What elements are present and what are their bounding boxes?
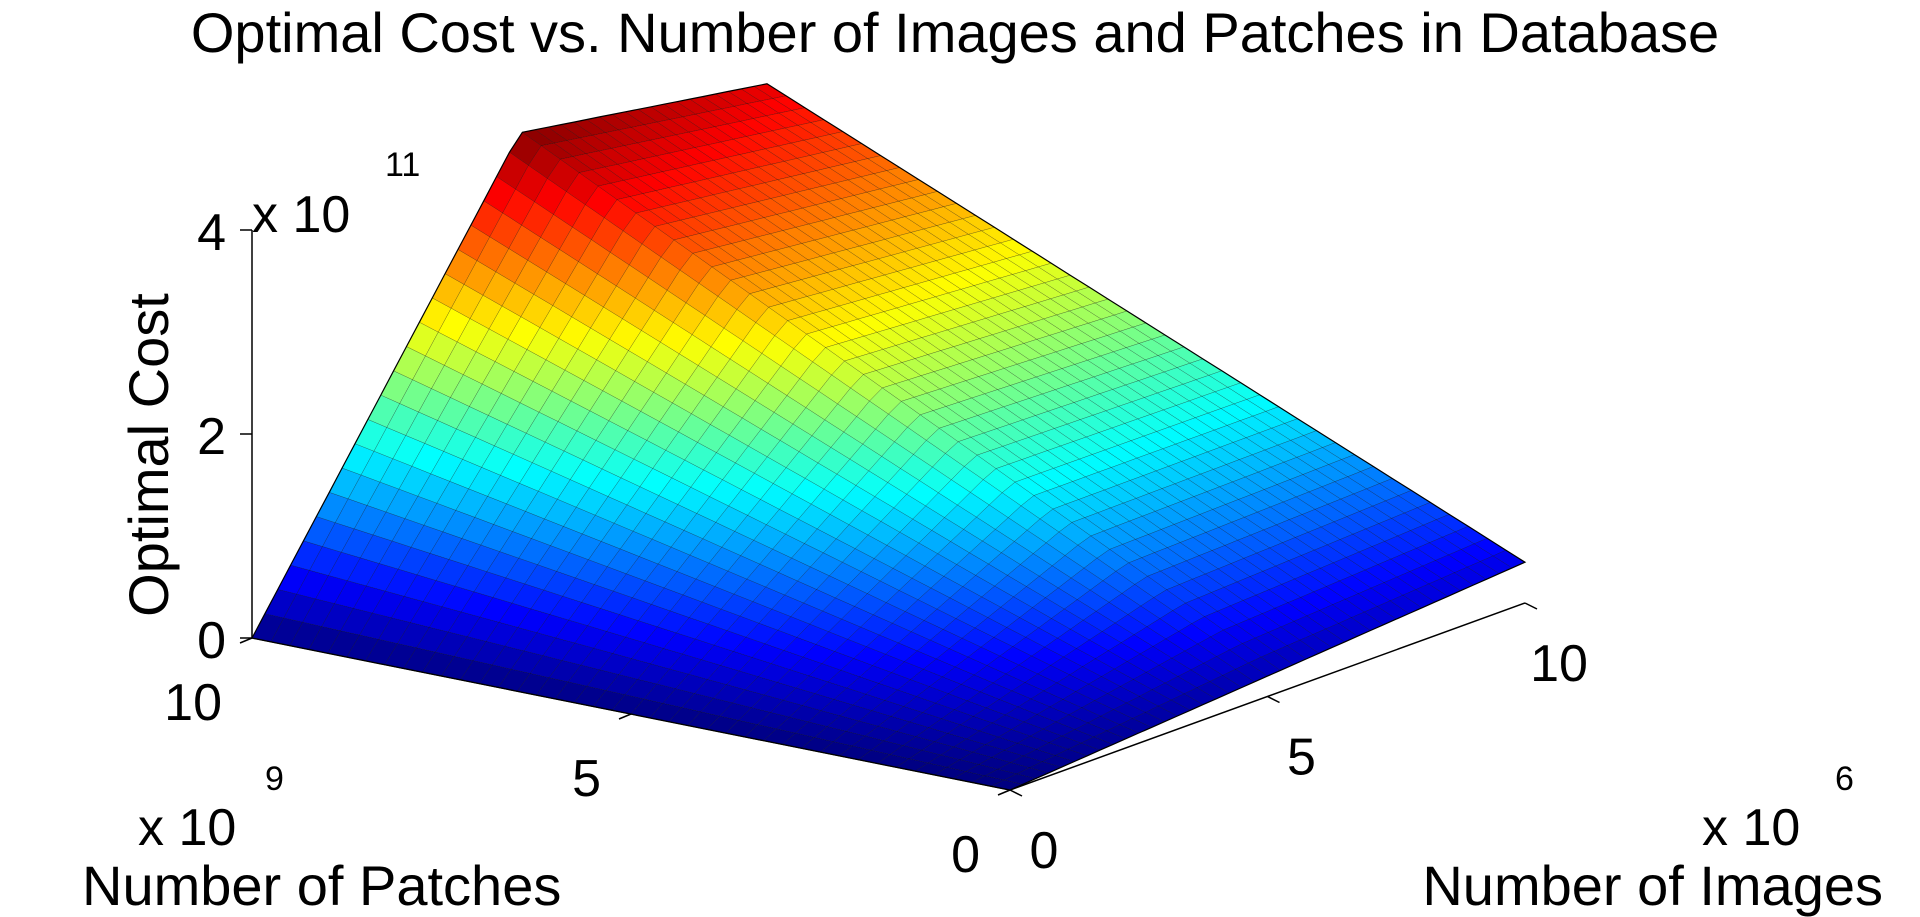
z-tick-label: 0 bbox=[197, 612, 226, 670]
x-tick-label: 5 bbox=[1287, 729, 1316, 787]
z-tick-label: 2 bbox=[197, 408, 226, 466]
x-multiplier-exponent: 6 bbox=[1835, 760, 1854, 798]
y-tick-mark bbox=[618, 713, 632, 720]
y-tick-label: 10 bbox=[164, 674, 222, 732]
y-tick-label: 5 bbox=[572, 750, 601, 808]
x-tick-mark bbox=[1524, 602, 1538, 610]
x-tick-mark bbox=[1009, 789, 1023, 797]
y-axis-label: Number of Patches bbox=[82, 854, 561, 917]
cost-surface bbox=[251, 83, 1527, 791]
x-tick-mark bbox=[1267, 695, 1280, 704]
x-axis-label: Number of Images bbox=[1422, 854, 1883, 917]
z-multiplier-exponent: 11 bbox=[385, 146, 420, 184]
x-tick-label: 10 bbox=[1530, 635, 1588, 693]
x-multiplier: x 10 bbox=[1702, 799, 1800, 857]
x-tick-label: 0 bbox=[1030, 822, 1059, 880]
y-tick-label: 0 bbox=[951, 826, 980, 884]
y-multiplier: x 10 bbox=[138, 799, 236, 857]
z-multiplier: x 10 bbox=[252, 186, 350, 244]
chart-title: Optimal Cost vs. Number of Images and Pa… bbox=[191, 1, 1719, 64]
z-tick-label: 4 bbox=[197, 204, 226, 262]
y-tick-mark bbox=[997, 789, 1011, 796]
y-multiplier-exponent: 9 bbox=[265, 760, 284, 798]
z-axis-label: Optimal Cost bbox=[117, 293, 180, 617]
y-tick-mark bbox=[239, 637, 253, 644]
surface-outline bbox=[251, 83, 1527, 791]
